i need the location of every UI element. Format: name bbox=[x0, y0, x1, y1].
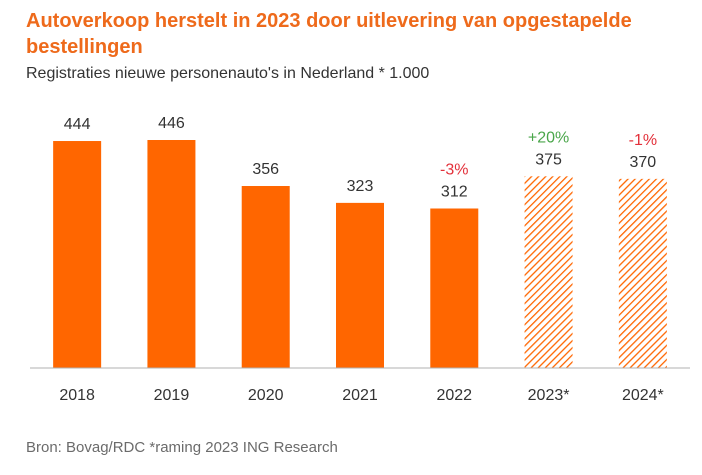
x-tick-label-2019: 2019 bbox=[154, 387, 190, 404]
bars-group bbox=[53, 140, 667, 368]
value-label-2023-forecast: 375 bbox=[535, 151, 562, 168]
chart-title: Autoverkoop herstelt in 2023 door uitlev… bbox=[26, 10, 632, 58]
x-tick-label-2024-forecast: 2024* bbox=[622, 387, 664, 404]
x-tick-label-2022: 2022 bbox=[436, 387, 472, 404]
bar-2020 bbox=[241, 186, 290, 368]
value-label-2019: 446 bbox=[158, 115, 185, 132]
labels-group: 444 2018 446 2019 356 2020 323 2021 312 -3% 2022 37… bbox=[59, 115, 663, 404]
x-tick-label-2021: 2021 bbox=[342, 387, 378, 404]
value-label-2024-forecast: 370 bbox=[630, 154, 657, 171]
change-label-2024-forecast: -1% bbox=[629, 132, 657, 149]
x-tick-label-2023-forecast: 2023* bbox=[528, 387, 570, 404]
value-label-2020: 356 bbox=[252, 161, 279, 178]
bar-2018 bbox=[53, 141, 102, 368]
chart-subtitle: Registraties nieuwe personenauto's in Ne… bbox=[26, 65, 430, 82]
value-label-2022: 312 bbox=[441, 184, 468, 201]
value-label-2018: 444 bbox=[64, 116, 91, 133]
bar-2019 bbox=[147, 140, 196, 368]
value-label-2021: 323 bbox=[347, 178, 374, 195]
bar-2021 bbox=[336, 202, 384, 368]
x-tick-label-2018: 2018 bbox=[59, 387, 95, 404]
bar-2024-forecast bbox=[618, 178, 667, 368]
bar-2023-forecast bbox=[524, 176, 573, 368]
change-label-2023-forecast: +20% bbox=[528, 129, 569, 146]
x-tick-label-2020: 2020 bbox=[248, 387, 284, 404]
change-label-2022: -3% bbox=[440, 162, 468, 179]
bar-2022 bbox=[430, 208, 479, 368]
source-note: Bron: Bovag/RDC *raming 2023 ING Researc… bbox=[26, 439, 338, 456]
